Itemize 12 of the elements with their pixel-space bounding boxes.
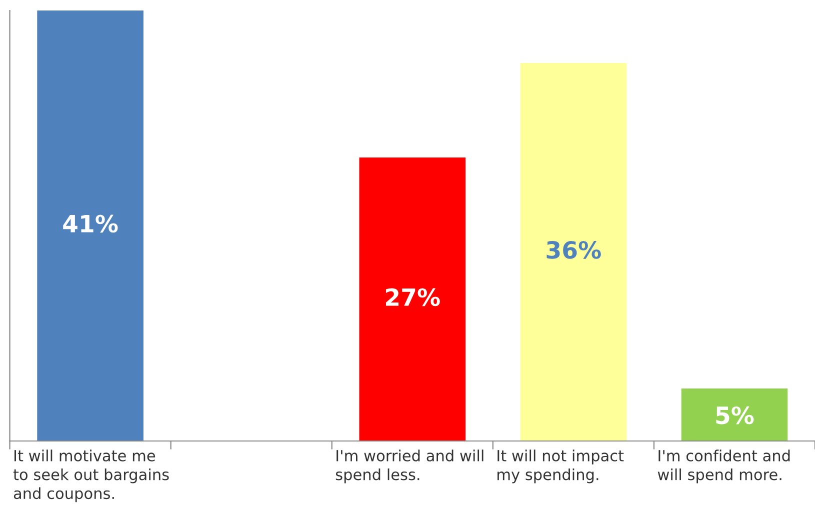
data-label: 27% bbox=[386, 288, 440, 306]
bar bbox=[37, 10, 144, 441]
bar bbox=[520, 63, 627, 441]
x-tick-label: I'm confident and will spend more. bbox=[658, 450, 790, 484]
data-label: 41% bbox=[63, 214, 118, 233]
x-tick-label: I'm worried and will spend less. bbox=[336, 450, 484, 484]
data-label: 36% bbox=[546, 240, 601, 259]
bar bbox=[359, 158, 466, 441]
bar bbox=[681, 388, 788, 441]
data-label: 5% bbox=[716, 406, 754, 424]
x-tick-label: It will not impact my spending. bbox=[498, 450, 624, 484]
x-tick-label: It will motivate me to seek out bargains and coupons. bbox=[13, 450, 169, 502]
